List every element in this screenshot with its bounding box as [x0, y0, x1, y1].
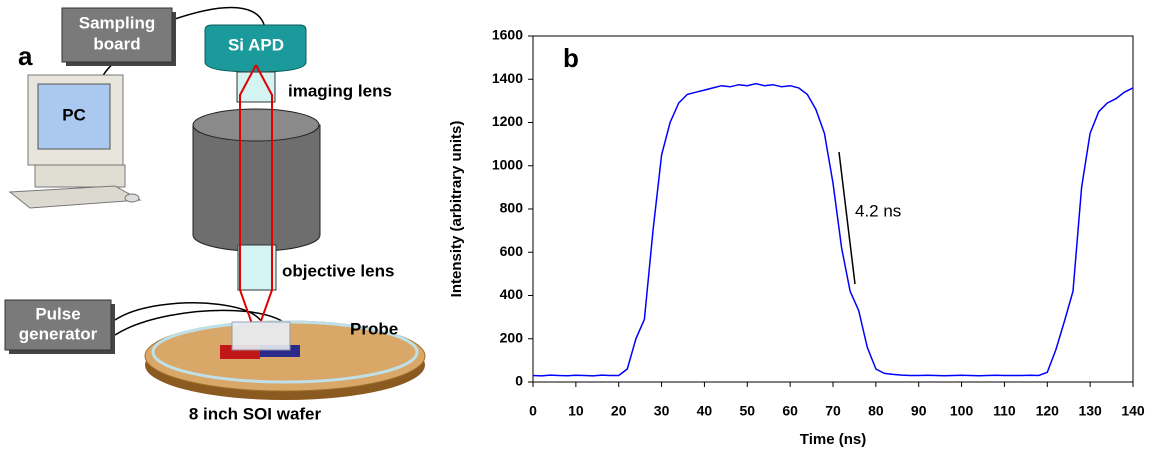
pulse-generator-box: [4, 299, 112, 351]
x-tick-label: 20: [611, 403, 627, 419]
x-tick-label: 110: [993, 403, 1016, 419]
x-tick-label: 70: [825, 403, 841, 419]
x-tick-label: 80: [868, 403, 884, 419]
y-tick-label: 1400: [492, 70, 523, 86]
y-tick-label: 800: [500, 200, 524, 216]
x-tick-label: 130: [1078, 403, 1102, 419]
x-tick-label: 60: [782, 403, 798, 419]
objective-lens-label: objective lens: [282, 261, 394, 280]
x-tick-label: 100: [950, 403, 974, 419]
y-tick-label: 1200: [492, 113, 523, 129]
pulse-generator-label: generator: [19, 324, 98, 343]
objective-top: [192, 108, 320, 142]
sampling-board-label: Sampling: [79, 13, 156, 32]
x-tick-label: 140: [1121, 403, 1145, 419]
x-axis-title: Time (ns): [800, 431, 866, 448]
panel-label: b: [563, 43, 579, 73]
wafer-label: 8 inch SOI wafer: [189, 404, 322, 423]
y-tick-label: 1600: [492, 27, 523, 43]
panel-label: a: [18, 41, 33, 71]
annotation-line: [838, 151, 856, 285]
y-axis-title: Intensity (arbitrary units): [448, 121, 465, 298]
imaging-lens-label: imaging lens: [288, 81, 392, 100]
objective-lens: [237, 244, 277, 291]
probe-label: Probe: [350, 319, 398, 338]
x-tick-label: 0: [529, 403, 537, 419]
signal-line: [532, 82, 1134, 377]
detector: [204, 24, 307, 73]
plot-frame: [532, 35, 1134, 383]
probe: [231, 321, 291, 351]
y-tick-label: 1000: [492, 156, 523, 172]
x-tick-label: 10: [568, 403, 584, 419]
sampling-board-box: [61, 7, 173, 63]
x-tick-label: 30: [654, 403, 670, 419]
pc-icon: [8, 74, 142, 209]
detector-label: Si APD: [228, 35, 284, 54]
chart: b Time (ns) Intensity (arbitrary units) …: [448, 27, 1145, 448]
wire: [171, 6, 266, 29]
imaging-lens: [236, 71, 276, 103]
y-tick-label: 600: [500, 243, 524, 259]
setup-diagram: a Sampling board PC Si APD imaging lens …: [4, 6, 426, 423]
annotation: 4.2 ns: [855, 201, 901, 220]
pc-label: PC: [62, 105, 86, 124]
y-tick-label: 400: [500, 286, 524, 302]
pulse-generator-label: Pulse: [35, 304, 80, 323]
objective-body: [192, 124, 321, 252]
sampling-board-label: board: [93, 34, 140, 53]
y-tick-label: 200: [500, 329, 524, 345]
x-tick-label: 90: [911, 403, 927, 419]
x-tick-label: 50: [739, 403, 755, 419]
y-tick-label: 0: [515, 373, 523, 389]
x-tick-label: 40: [697, 403, 713, 419]
x-tick-label: 120: [1036, 403, 1060, 419]
